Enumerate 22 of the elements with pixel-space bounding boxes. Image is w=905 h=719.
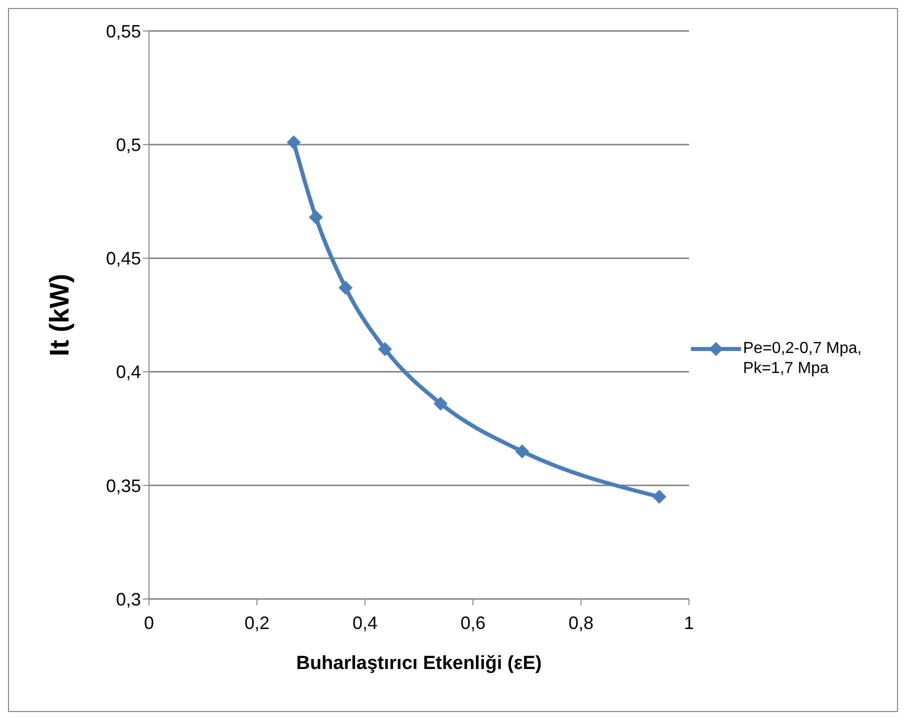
point — [434, 396, 448, 411]
y-tick-label: 0,45 — [106, 248, 141, 269]
x-tick-label: 0,8 — [568, 613, 594, 633]
point — [515, 444, 530, 458]
legend-label: Pe=0,2-0,7 Mpa, Pk=1,7 Mpa — [743, 339, 863, 379]
point — [286, 135, 301, 150]
y-tick-label: 0,5 — [116, 134, 141, 155]
point — [308, 210, 323, 224]
point — [652, 490, 666, 504]
point — [378, 342, 392, 356]
x-axis-title: Buharlaştırıcı Etkenliği (εE) — [296, 653, 542, 674]
y-tick-label: 0,4 — [116, 362, 141, 382]
point — [338, 280, 353, 295]
y-tick-label: 0,3 — [116, 589, 141, 610]
y-axis-title: It (kW) — [44, 274, 75, 356]
x-tick-label: 0,6 — [460, 613, 486, 633]
x-tick-label: 0,2 — [244, 613, 270, 633]
x-tick-label: 0 — [144, 613, 154, 633]
y-tick-label: 0,35 — [106, 476, 141, 496]
x-tick-label: 0,4 — [352, 613, 378, 633]
x-tick-label: 1 — [684, 613, 694, 633]
y-tick-label: 0,55 — [106, 21, 141, 42]
